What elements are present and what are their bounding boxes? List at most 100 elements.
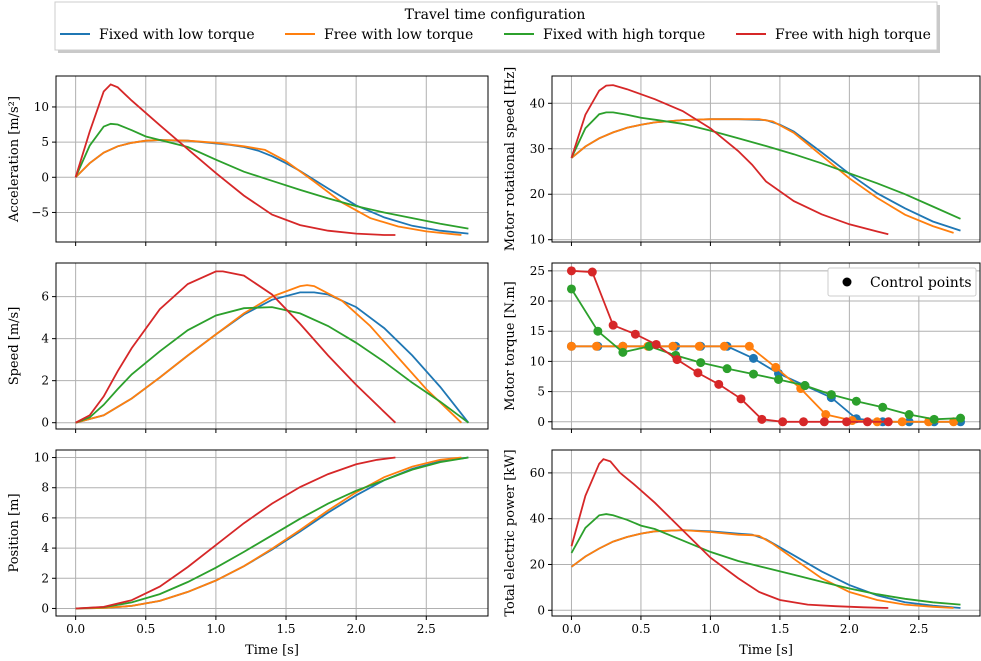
control-point-2 xyxy=(878,402,888,412)
y-tick-label: 5 xyxy=(537,385,545,399)
series-line-3 xyxy=(570,458,889,609)
x-axis-label: Time [s] xyxy=(739,643,793,658)
control-point-1 xyxy=(897,417,907,427)
y-axis-label: Speed [m/s] xyxy=(7,307,22,386)
subplot-2: 0 2 4 6 Speed [m/s] xyxy=(7,262,489,433)
y-tick-label: 40 xyxy=(530,96,545,110)
y-tick-label: 40 xyxy=(530,512,545,526)
series-line-1 xyxy=(570,118,954,234)
control-point-2 xyxy=(566,284,576,294)
control-point-2 xyxy=(644,341,654,351)
y-tick-label: 10 xyxy=(530,354,545,368)
control-points-label: Control points xyxy=(870,275,972,291)
y-tick-label: 25 xyxy=(530,264,545,278)
series-line-2 xyxy=(570,513,961,606)
subplot-4: 0.0 0.5 1.0 1.5 2.0 2.5 0 2 4 6 8 10 Position [m] Tim… xyxy=(7,449,489,658)
axes-frame xyxy=(551,262,981,430)
series-line-1 xyxy=(75,284,463,424)
subplot-1: 10 20 30 40 Motor rotational speed [Hz] xyxy=(503,67,981,251)
control-point-2 xyxy=(956,413,966,423)
axes-frame xyxy=(55,262,489,430)
y-tick-label: 20 xyxy=(530,557,545,571)
y-tick-label: 4 xyxy=(41,332,49,346)
control-point-3 xyxy=(608,320,618,330)
x-tick-label: 0.5 xyxy=(136,622,155,636)
control-points-marker xyxy=(842,277,852,287)
y-tick-label: 0 xyxy=(41,601,49,615)
y-tick-label: 8 xyxy=(41,481,49,495)
subplot-3: 0 5 10 15 20 25 Motor torque [N.m] Control poin… xyxy=(503,262,981,433)
series-line-2 xyxy=(570,288,961,421)
y-tick-label: 60 xyxy=(530,466,545,480)
y-axis-label: Motor rotational speed [Hz] xyxy=(503,67,518,251)
control-point-2 xyxy=(748,369,758,379)
control-point-2 xyxy=(851,396,861,406)
x-tick-label: 1.5 xyxy=(276,622,295,636)
control-point-1 xyxy=(744,341,754,351)
control-point-3 xyxy=(736,394,746,404)
series-line-3 xyxy=(75,270,397,424)
subplot-5: 0.0 0.5 1.0 1.5 2.0 2.5 0 20 40 60 Total electric … xyxy=(503,449,981,658)
series-line-1 xyxy=(570,529,954,609)
y-axis-label: Acceleration [m/s²] xyxy=(7,96,22,223)
series-line-2 xyxy=(75,306,469,424)
x-tick-label: 1.0 xyxy=(206,622,225,636)
series-line-0 xyxy=(571,345,961,423)
x-tick-label: 0.5 xyxy=(631,622,650,636)
control-point-2 xyxy=(722,364,732,374)
axes-frame xyxy=(55,449,489,617)
axes-frame xyxy=(551,449,981,617)
y-tick-label: 0 xyxy=(41,170,49,184)
y-tick-label: 6 xyxy=(41,290,49,304)
control-point-3 xyxy=(819,417,829,427)
control-point-3 xyxy=(842,417,852,427)
control-point-3 xyxy=(587,267,597,277)
control-point-1 xyxy=(949,417,959,427)
axes-frame xyxy=(55,75,489,243)
y-tick-label: 20 xyxy=(530,187,545,201)
series-line-2 xyxy=(74,122,469,230)
control-point-2 xyxy=(904,410,914,420)
control-point-2 xyxy=(774,375,784,385)
y-tick-label: 30 xyxy=(530,142,545,156)
control-point-1 xyxy=(566,341,576,351)
control-point-3 xyxy=(672,355,682,365)
y-tick-label: 10 xyxy=(34,451,49,465)
subplot-0: −5 0 5 10 Acceleration [m/s²] xyxy=(7,75,489,246)
legend-label-1: Free with low torque xyxy=(324,27,473,43)
legend-label-0: Fixed with low torque xyxy=(99,27,255,43)
series-line-3 xyxy=(75,456,396,610)
control-point-1 xyxy=(668,341,678,351)
series-line-3 xyxy=(74,83,396,236)
control-point-3 xyxy=(566,266,576,276)
x-tick-label: 1.0 xyxy=(701,622,720,636)
y-tick-label: −5 xyxy=(31,205,49,219)
axes-frame xyxy=(551,75,981,243)
series-line-2 xyxy=(75,456,469,610)
series-line-0 xyxy=(75,291,470,424)
legend-label-3: Free with high torque xyxy=(775,27,931,43)
control-point-2 xyxy=(618,347,628,357)
legend-label-2: Fixed with high torque xyxy=(543,27,705,43)
control-point-3 xyxy=(714,379,724,389)
control-point-3 xyxy=(693,368,703,378)
control-point-2 xyxy=(929,414,939,424)
x-tick-label: 0.0 xyxy=(66,622,85,636)
control-point-1 xyxy=(591,341,601,351)
control-point-2 xyxy=(593,326,603,336)
y-tick-label: 0 xyxy=(537,603,545,617)
legend-title: Travel time configuration xyxy=(405,7,586,23)
y-tick-label: 4 xyxy=(41,541,49,555)
y-axis-label: Position [m] xyxy=(7,493,22,572)
y-tick-label: 10 xyxy=(530,233,545,247)
x-tick-label: 2.0 xyxy=(347,622,366,636)
y-tick-label: 20 xyxy=(530,294,545,308)
y-tick-label: 5 xyxy=(41,135,49,149)
y-tick-label: 2 xyxy=(41,571,49,585)
series-line-1 xyxy=(74,139,462,236)
y-axis-label: Total electric power [kW] xyxy=(503,449,518,616)
control-point-3 xyxy=(799,417,809,427)
control-point-1 xyxy=(821,410,831,420)
